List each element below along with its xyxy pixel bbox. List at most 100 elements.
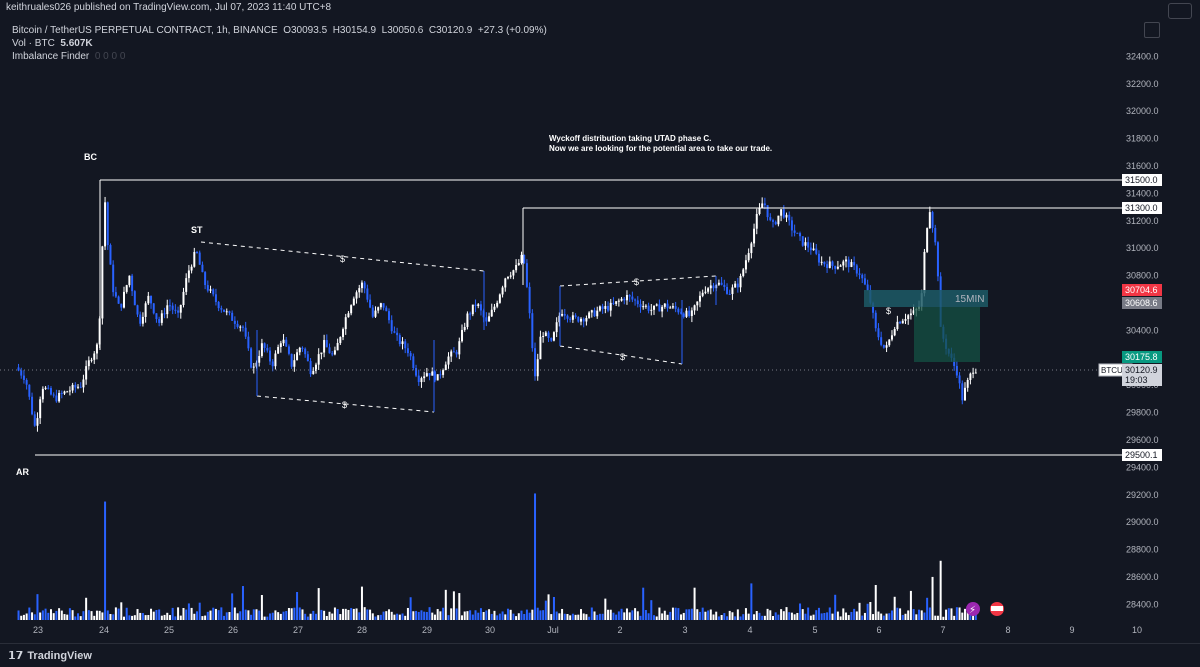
candle-body <box>685 310 688 317</box>
volume-bar <box>420 610 423 620</box>
header-button[interactable] <box>1168 3 1192 19</box>
volume-bar <box>693 587 696 620</box>
candle-body <box>52 394 55 396</box>
candle-body <box>90 359 93 361</box>
volume-bar <box>49 609 52 620</box>
volume-bar <box>653 615 656 620</box>
volume-bar <box>144 615 147 620</box>
volume-bar <box>558 613 561 620</box>
volume-bar <box>217 610 220 620</box>
volume-bar <box>331 613 334 620</box>
volume-bar <box>680 614 683 620</box>
volume-row[interactable]: Vol · BTC 5.607K <box>12 37 547 50</box>
volume-bar <box>826 612 829 620</box>
volume-bar <box>20 615 23 620</box>
volume-bar <box>742 614 745 620</box>
badge-last-price: 30120.9 <box>1125 365 1158 375</box>
candle-body <box>17 367 20 371</box>
candle-body <box>931 212 934 228</box>
indicator-row[interactable]: Imbalance Finder 0 0 0 0 <box>12 50 547 63</box>
volume-bar <box>147 615 150 620</box>
volume-bar <box>561 608 564 620</box>
candle-body <box>236 323 239 327</box>
candle-body <box>807 242 810 248</box>
candle-body <box>774 221 777 225</box>
volume-bar <box>355 608 358 620</box>
candle-body <box>517 263 520 266</box>
candle-body <box>274 353 277 367</box>
price-axis[interactable]: 32400.0 32200.0 32000.0 31800.0 31600.0 31400… <box>1126 51 1159 609</box>
settings-icon[interactable] <box>1144 22 1160 38</box>
volume-bar <box>106 610 109 620</box>
volume-bar <box>909 590 912 620</box>
volume-value: 5.607K <box>60 38 93 49</box>
candle-body <box>342 329 345 338</box>
note-line-2: Now we are looking for the potential are… <box>549 144 772 153</box>
volume-bar <box>87 610 90 620</box>
volume-bar <box>339 614 342 620</box>
lightning-icon[interactable] <box>966 602 980 616</box>
candle-body <box>41 388 44 400</box>
position-zone[interactable] <box>914 307 980 362</box>
candle-body <box>585 317 588 322</box>
candle-body <box>625 295 628 301</box>
y-tick-label: 31400.0 <box>1126 188 1159 198</box>
candle-body <box>179 305 182 313</box>
volume-bar <box>182 608 185 620</box>
candle-body <box>347 313 350 318</box>
candle-body <box>823 261 826 265</box>
candle-body <box>490 309 493 317</box>
volume-bar <box>239 611 242 620</box>
price-chart[interactable]: 15MIN $ $ $ $ $ BC ST AR Wyckoff distrib… <box>0 0 1200 643</box>
brand[interactable]: 𝟭𝟳 TradingView <box>8 649 92 662</box>
x-tick-label: 6 <box>876 625 881 635</box>
candle-body <box>912 310 915 314</box>
candle-body <box>379 303 382 308</box>
candle-body <box>928 212 931 229</box>
candle-body <box>463 326 466 330</box>
volume-bar <box>433 614 436 620</box>
x-tick-label: 28 <box>357 625 367 635</box>
volume-bar <box>869 602 872 620</box>
volume-bar <box>461 615 464 620</box>
volume-bar <box>563 613 566 620</box>
candle-body <box>271 361 274 367</box>
volume-bar <box>93 615 96 620</box>
candle-body <box>417 375 420 383</box>
volume-bar <box>628 612 631 620</box>
candle-body <box>114 292 117 297</box>
candle-body <box>360 282 363 289</box>
channel-lines[interactable] <box>200 241 717 413</box>
candle-body <box>598 306 601 311</box>
candle-body <box>182 291 185 306</box>
candle-body <box>309 361 312 375</box>
volume-bar <box>44 608 47 620</box>
volume-bar <box>458 593 461 620</box>
badge-zone-top: 30704.6 <box>1125 285 1158 295</box>
candle-body <box>263 343 266 348</box>
candle-body <box>690 310 693 317</box>
candle-body <box>450 351 453 357</box>
volume-bar <box>812 614 815 620</box>
imbalance-zone[interactable] <box>864 290 988 307</box>
candle-body <box>239 326 242 328</box>
volume-bar <box>918 609 921 620</box>
volume-bar <box>409 597 412 620</box>
candle-body <box>344 317 347 330</box>
volume-bar <box>244 609 247 620</box>
volume-bar <box>95 610 98 620</box>
candle-body <box>650 309 653 311</box>
candle-body <box>631 296 634 300</box>
time-axis[interactable]: 23 24 25 26 27 28 29 30 Jul 2 3 4 5 6 7 8 9 10 <box>33 625 1142 635</box>
candle-body <box>861 274 864 279</box>
volume-bar <box>601 613 604 620</box>
candle-body <box>401 341 404 345</box>
candle-body <box>317 354 320 365</box>
volume-bar <box>212 607 215 620</box>
candle-body <box>755 213 758 229</box>
candle-body <box>120 303 123 308</box>
candle-body <box>588 312 591 318</box>
candle-body <box>790 220 793 231</box>
dollar-marker-4: $ <box>620 352 625 362</box>
symbol-row[interactable]: Bitcoin / TetherUS PERPETUAL CONTRACT, 1… <box>12 24 547 37</box>
